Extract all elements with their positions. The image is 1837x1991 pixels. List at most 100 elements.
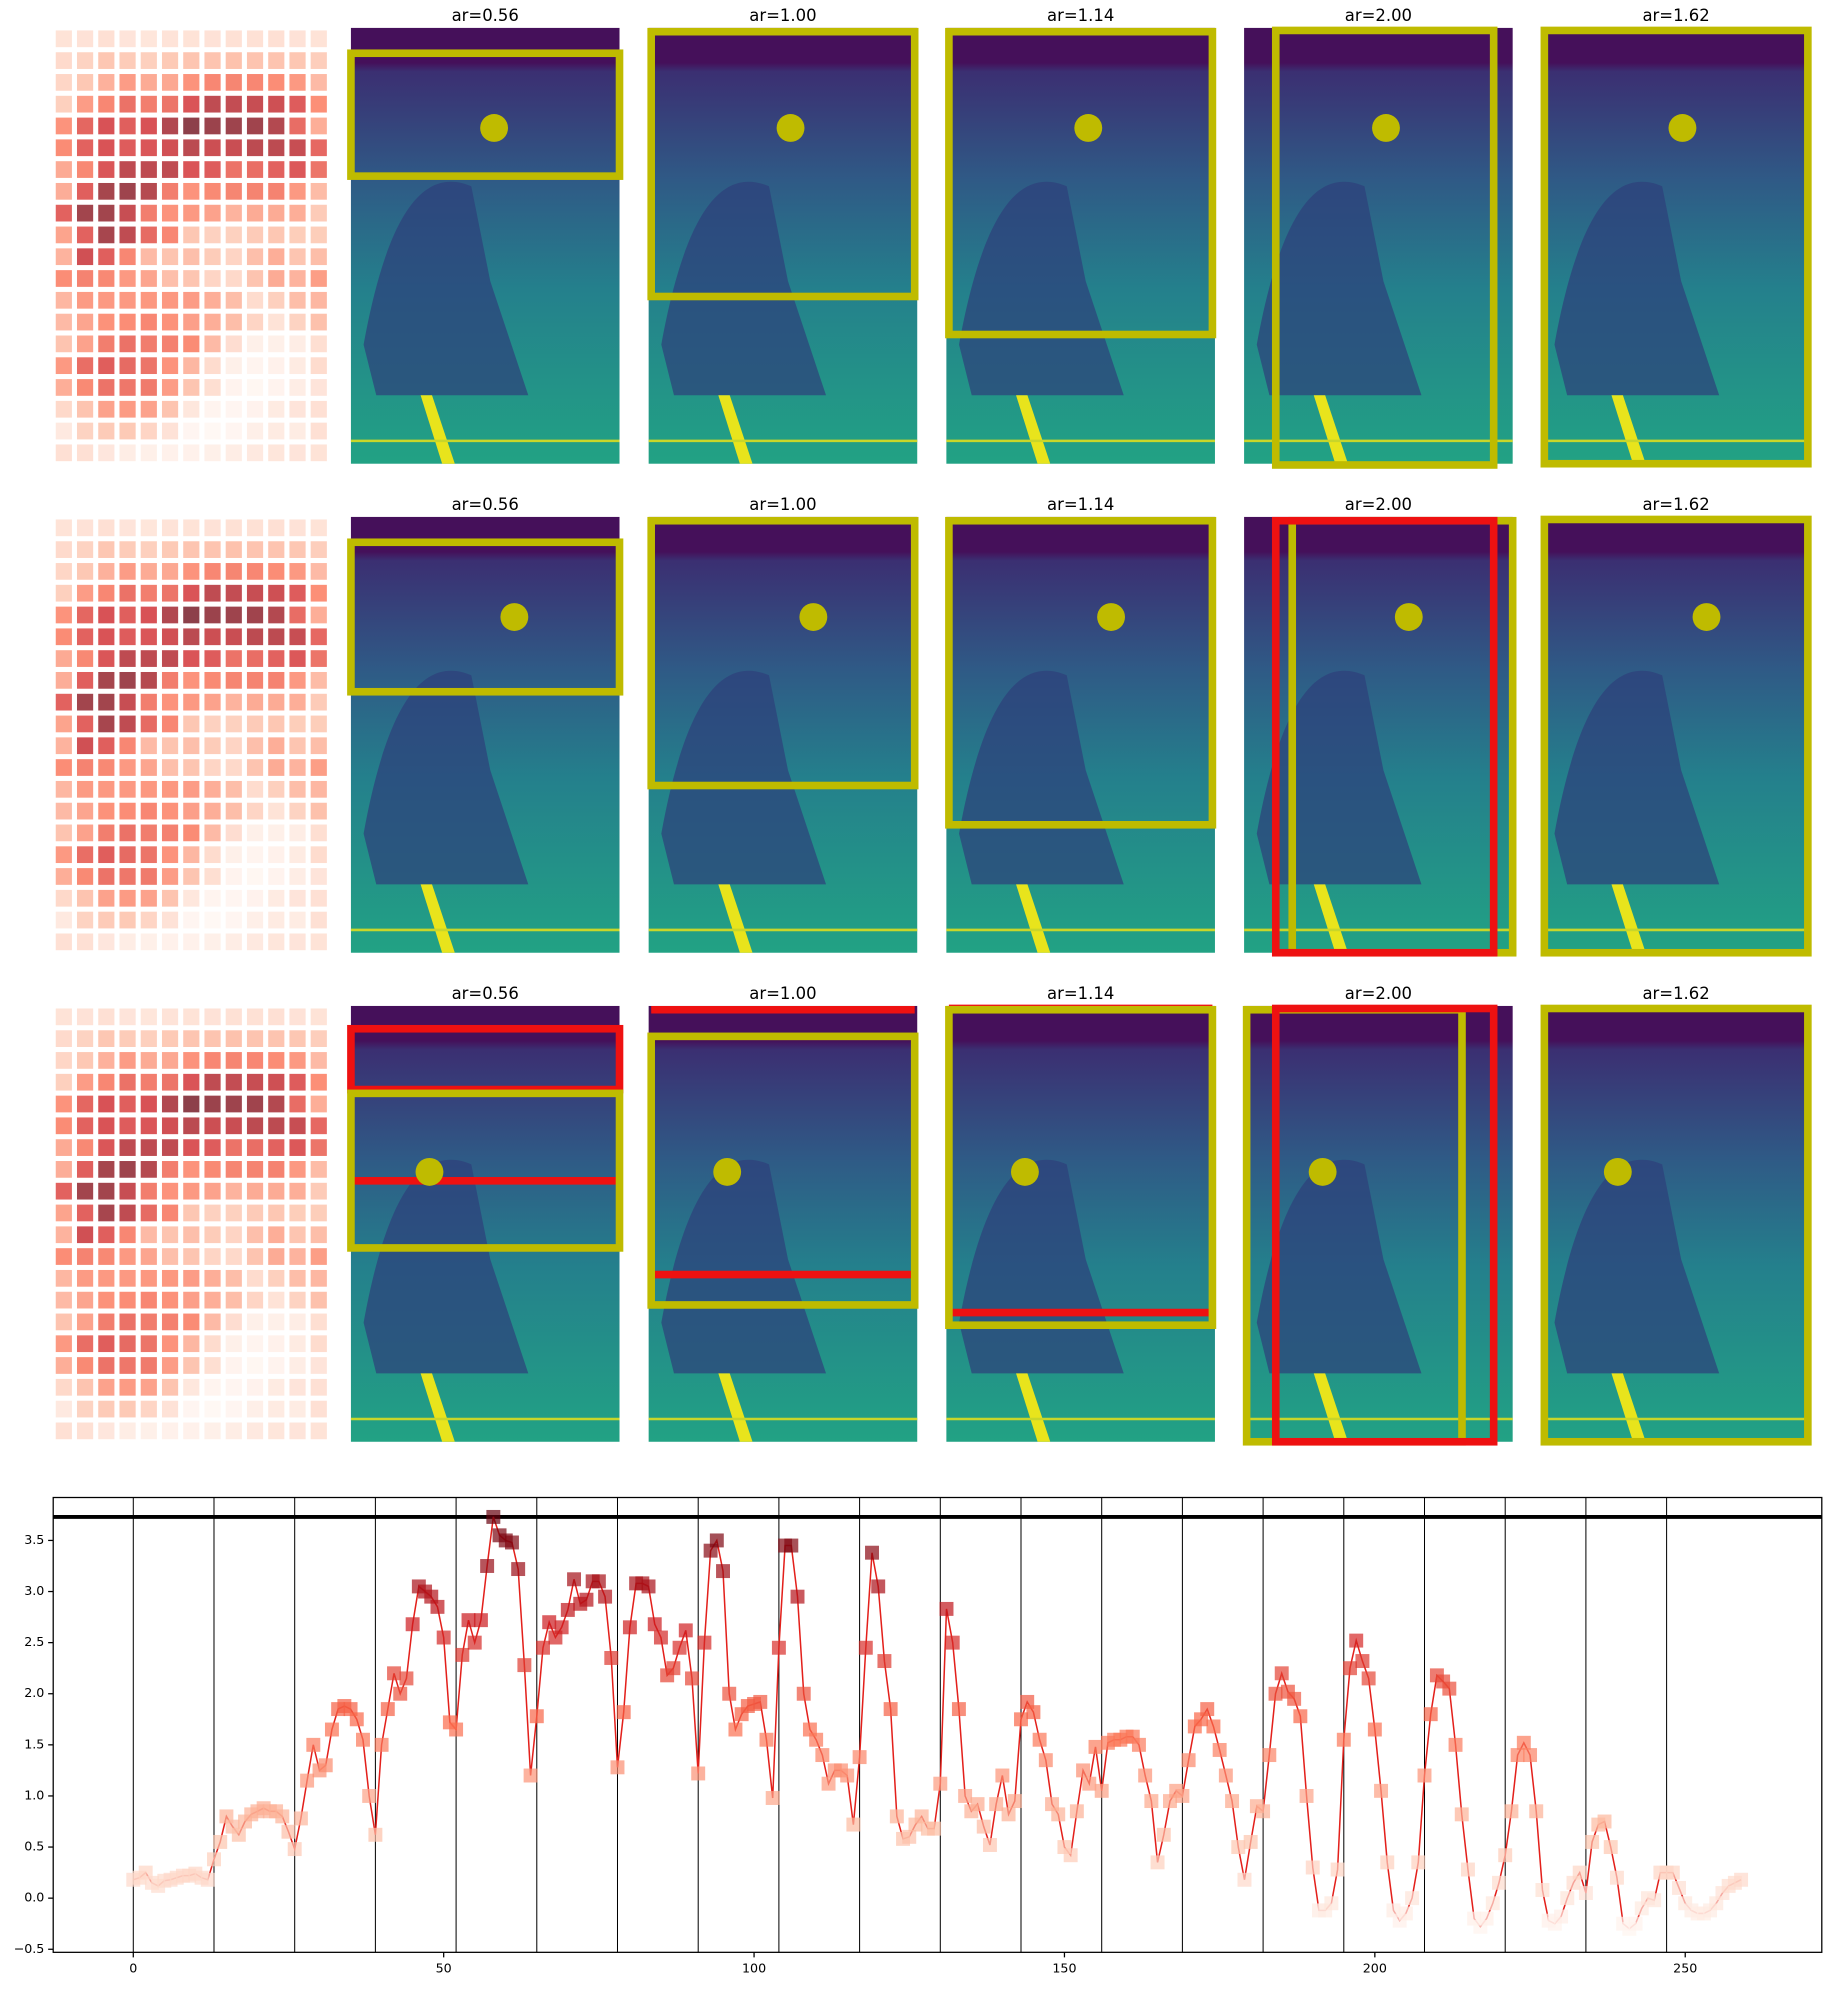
heatmap-cell xyxy=(246,693,264,711)
heatmap-cell xyxy=(204,161,221,178)
marker xyxy=(1082,1776,1097,1791)
heatmap-cell xyxy=(119,911,136,929)
heatmap-cell xyxy=(119,291,136,309)
marker xyxy=(324,1722,339,1737)
heatmap-cell xyxy=(76,1226,94,1244)
image-panel: ar=1.00 xyxy=(647,6,919,464)
heatmap-cell xyxy=(55,824,72,842)
heatmap-cell xyxy=(204,74,221,91)
y-tick-label: 0.5 xyxy=(24,1839,44,1854)
heatmap-cell xyxy=(161,291,179,309)
heatmap-cell xyxy=(161,606,179,624)
heatmap-cell xyxy=(268,759,285,776)
heatmap-cell xyxy=(204,248,221,266)
heatmap-cell xyxy=(55,1357,72,1374)
heatmap-cell xyxy=(55,1052,72,1069)
heatmap-cell xyxy=(246,182,264,200)
heatmap-cell xyxy=(161,182,179,200)
heatmap-cell xyxy=(76,737,94,755)
heatmap-cell xyxy=(140,182,157,200)
heatmap-cell xyxy=(183,291,200,309)
heatmap-cell xyxy=(289,780,306,798)
heatmap-cell xyxy=(183,400,200,418)
box xyxy=(1540,1004,1812,1446)
heatmap-cell xyxy=(310,1139,327,1156)
heatmap-cell xyxy=(76,584,94,602)
heatmap-cell xyxy=(161,737,179,755)
heatmap-cell xyxy=(246,1095,264,1113)
heatmap-cell xyxy=(140,1248,157,1265)
marker xyxy=(1131,1737,1146,1752)
heatmap-cell xyxy=(204,204,221,222)
heatmap-cell xyxy=(268,182,285,200)
panel-title: ar=1.62 xyxy=(1642,6,1709,25)
heatmap-cell xyxy=(119,802,136,820)
heatmap-cell xyxy=(161,1226,179,1244)
point xyxy=(1394,603,1423,631)
marker xyxy=(1609,1870,1624,1885)
heatmap-cell xyxy=(76,671,94,689)
heatmap-cell xyxy=(246,1161,264,1178)
heatmap-cell xyxy=(140,1073,157,1091)
heatmap-cell xyxy=(310,335,327,353)
heatmap-cell xyxy=(183,519,200,537)
marker xyxy=(1647,1893,1662,1908)
heatmap-cell xyxy=(310,824,327,842)
heatmap-cell xyxy=(289,1248,306,1265)
marker xyxy=(970,1797,985,1812)
court-line xyxy=(1313,884,1348,953)
heatmap-cell xyxy=(140,1269,157,1287)
heatmap-cell xyxy=(183,759,200,776)
person xyxy=(363,181,529,396)
heatmap-cell xyxy=(204,563,221,580)
heatmap-cell xyxy=(246,335,264,353)
heatmap-cell xyxy=(98,226,115,244)
marker xyxy=(1398,1906,1413,1921)
heatmap-cell xyxy=(55,1182,72,1200)
heatmap-cell xyxy=(161,671,179,689)
heatmap-cell xyxy=(310,802,327,820)
marker xyxy=(753,1694,768,1709)
heatmap-cell xyxy=(161,422,179,440)
heatmap-cell xyxy=(310,117,327,135)
heatmap-cell xyxy=(246,1248,264,1265)
heatmap xyxy=(55,1008,327,1440)
heatmap-cell xyxy=(204,313,221,331)
heatmap-cell xyxy=(246,1422,264,1440)
heatmap-cell xyxy=(76,1400,94,1418)
heatmap-cell xyxy=(98,52,115,69)
image-panel: ar=2.00 xyxy=(1244,495,1517,957)
heatmap-cell xyxy=(204,1335,221,1353)
marker xyxy=(1231,1840,1246,1855)
court-line xyxy=(1313,1373,1348,1442)
heatmap-cell xyxy=(161,226,179,244)
box xyxy=(647,516,919,790)
heatmap-cell xyxy=(140,1226,157,1244)
heatmap-cell xyxy=(268,74,285,91)
marker xyxy=(1088,1739,1103,1754)
heatmap-cell xyxy=(289,1422,306,1440)
heatmap-cell xyxy=(183,379,200,396)
heatmap-cell xyxy=(204,1052,221,1069)
heatmap-cell xyxy=(183,671,200,689)
heatmap-cell xyxy=(55,379,72,396)
heatmap-cell xyxy=(246,541,264,558)
heatmap-cell xyxy=(183,1030,200,1047)
heatmap-cell xyxy=(310,248,327,266)
heatmap-cell xyxy=(140,759,157,776)
heatmap-cell xyxy=(183,628,200,646)
heatmap-cell xyxy=(161,889,179,907)
heatmap-cell xyxy=(98,671,115,689)
heatmap-cell xyxy=(76,1008,94,1026)
heatmap-cell xyxy=(310,628,327,646)
marker xyxy=(1460,1862,1475,1877)
heatmap-cell xyxy=(246,671,264,689)
heatmap-cell xyxy=(268,291,285,309)
marker xyxy=(473,1613,488,1628)
heatmap-cell xyxy=(55,606,72,624)
marker xyxy=(1274,1666,1289,1681)
heatmap-cell xyxy=(183,541,200,558)
marker xyxy=(1001,1807,1016,1822)
heatmap-cell xyxy=(310,671,327,689)
heatmap-cell xyxy=(268,1313,285,1331)
